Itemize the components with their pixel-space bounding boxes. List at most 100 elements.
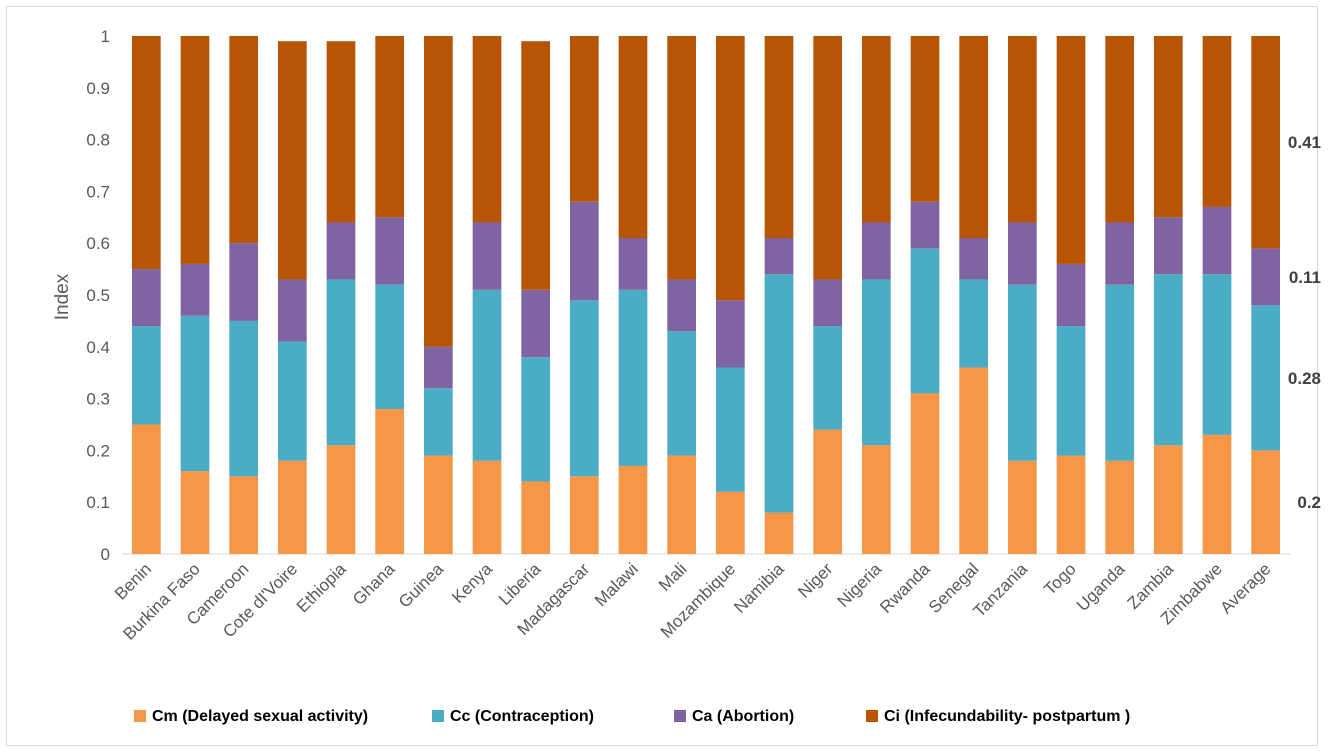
x-tick-label: Mali	[655, 559, 690, 594]
y-tick-label: 1	[101, 27, 110, 46]
y-tick-label: 0.7	[86, 182, 110, 201]
bar-segment-4	[472, 36, 502, 223]
legend-label: Cc (Contraception)	[450, 708, 594, 725]
bar-segment-2	[472, 289, 502, 461]
bar-segment-4	[229, 36, 259, 244]
x-tick-label: Uganda	[1073, 559, 1129, 615]
bar-segment-3	[618, 238, 648, 290]
bar-segment-2	[1251, 305, 1281, 451]
bar-segment-2	[1105, 284, 1135, 461]
x-tick-label: Rwanda	[876, 559, 934, 617]
average-value-label: 0.28	[1288, 369, 1321, 388]
bar-segment-2	[521, 357, 551, 482]
y-tick-label: 0.8	[86, 131, 110, 150]
bar-segment-4	[1251, 36, 1281, 249]
bar-segment-1	[326, 445, 356, 554]
bar-segment-1	[131, 424, 161, 554]
bar-segment-1	[569, 476, 599, 554]
bar-segment-2	[131, 326, 161, 425]
bar-segment-2	[959, 279, 989, 368]
y-tick-label: 0	[101, 545, 110, 564]
bar-segment-3	[1153, 217, 1183, 275]
bar-segment-1	[375, 408, 405, 554]
legend-label: Ci (Infecundability- postpartum )	[884, 708, 1130, 725]
bar-segment-3	[667, 279, 697, 332]
average-value-label: 0.11	[1289, 268, 1321, 287]
y-tick-label: 0.6	[86, 234, 110, 253]
bar-segment-3	[229, 243, 259, 321]
bar-segment-1	[1251, 450, 1281, 554]
bar-segment-4	[569, 36, 599, 202]
bars	[131, 36, 1281, 554]
bar-segment-2	[764, 274, 794, 513]
y-axis: 0 0.1 0.2 0.3 0.4 0.5 0.6 0.7 0.8 0.9 1	[86, 27, 110, 564]
bar-segment-2	[180, 315, 210, 472]
average-value-label: 0.41	[1288, 133, 1321, 152]
bar-segment-3	[813, 279, 843, 327]
bar-segment-4	[1056, 36, 1086, 264]
bar-segment-4	[910, 36, 940, 202]
bar-segment-4	[326, 41, 356, 223]
bar-segment-4	[618, 36, 648, 239]
bar-segment-3	[277, 279, 307, 342]
bar-segment-1	[861, 445, 891, 554]
x-tick-label: Guinea	[395, 559, 448, 612]
legend-label: Ca (Abortion)	[692, 708, 794, 725]
bar-segment-3	[131, 269, 161, 327]
y-tick-label: 0.2	[86, 441, 110, 460]
bar-segment-2	[326, 279, 356, 446]
bar-segment-2	[229, 320, 259, 477]
bar-segment-4	[813, 36, 843, 280]
bar-segment-1	[618, 465, 648, 554]
bar-segment-3	[472, 222, 502, 290]
legend-swatch	[674, 710, 686, 722]
bar-segment-1	[910, 393, 940, 554]
bar-segment-4	[375, 36, 405, 218]
average-value-label: 0.2	[1297, 493, 1321, 512]
legend-swatch	[134, 710, 146, 722]
x-tick-label: Ghana	[349, 559, 399, 609]
bar-segment-1	[667, 455, 697, 554]
bar-segment-4	[1105, 36, 1135, 223]
bar-segment-3	[715, 300, 745, 368]
x-tick-label: Benin	[111, 559, 155, 603]
bar-segment-4	[277, 41, 307, 280]
bar-segment-3	[521, 289, 551, 358]
bar-segment-3	[1056, 263, 1086, 327]
x-tick-label: Malawi	[591, 559, 642, 610]
legend-label: Cm (Delayed sexual activity)	[152, 708, 368, 725]
y-tick-label: 0.3	[86, 390, 110, 409]
bar-segment-1	[1202, 434, 1232, 554]
y-axis-title: Index	[52, 273, 73, 320]
x-tick-label: Kenya	[448, 559, 496, 607]
legend-swatch	[866, 710, 878, 722]
bar-segment-1	[1056, 455, 1086, 554]
bar-segment-1	[959, 367, 989, 554]
y-tick-label: 0.1	[86, 493, 110, 512]
bar-segment-2	[423, 388, 453, 456]
bar-segment-3	[1105, 222, 1135, 285]
bar-segment-1	[813, 429, 843, 554]
bar-segment-2	[1202, 274, 1232, 435]
bar-segment-4	[715, 36, 745, 301]
bar-segment-3	[1251, 248, 1281, 306]
bar-segment-3	[861, 222, 891, 280]
bar-segment-1	[277, 460, 307, 554]
bar-segment-3	[423, 346, 453, 389]
bar-segment-1	[423, 455, 453, 554]
bar-segment-3	[959, 238, 989, 280]
bar-segment-3	[1202, 206, 1232, 275]
x-tick-label: Niger	[794, 559, 836, 601]
chart-frame	[6, 6, 1318, 746]
bar-segment-1	[715, 491, 745, 554]
x-tick-label: Average	[1217, 559, 1275, 617]
bar-segment-1	[180, 471, 210, 554]
bar-segment-2	[813, 326, 843, 430]
bar-segment-3	[180, 263, 210, 316]
bar-segment-3	[375, 217, 405, 285]
bar-segment-2	[618, 289, 648, 466]
bar-segment-4	[423, 36, 453, 347]
bar-segment-2	[277, 341, 307, 461]
